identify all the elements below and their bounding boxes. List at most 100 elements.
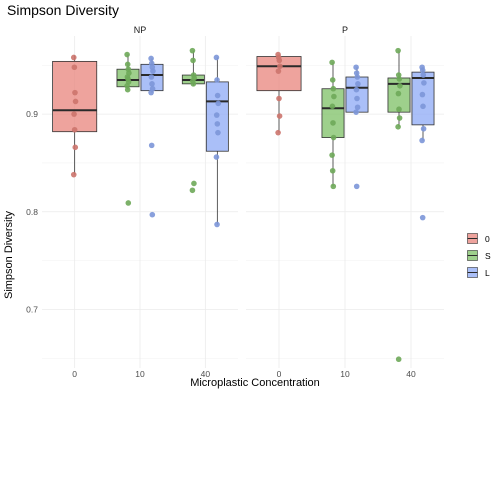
data-point — [125, 200, 132, 206]
y-axis-label: Simpson Diversity — [3, 210, 15, 299]
data-point — [189, 187, 196, 194]
data-point — [190, 57, 196, 64]
legend-item-l: L — [466, 266, 490, 279]
box-p-40-l — [411, 64, 435, 221]
legend-label: L — [485, 268, 490, 278]
data-point — [124, 61, 131, 68]
panel-strip-label: P — [342, 25, 348, 35]
data-point — [213, 154, 220, 160]
box-p-10-l — [345, 64, 369, 190]
data-point — [71, 126, 78, 133]
x-tick-label: 0 — [72, 369, 77, 379]
data-point — [215, 129, 221, 136]
data-point — [396, 76, 403, 82]
data-point — [214, 77, 220, 83]
panel-strip-label: NP — [134, 25, 147, 35]
data-point — [191, 180, 197, 187]
box-p-0-0 — [256, 51, 302, 136]
data-point — [354, 104, 361, 111]
data-point — [395, 90, 402, 97]
data-point — [420, 72, 427, 78]
data-point — [329, 103, 336, 110]
x-axis-label: Microplastic Concentration — [190, 377, 320, 389]
data-point — [354, 95, 360, 102]
data-point — [214, 92, 221, 99]
legend-item-s: S — [466, 249, 491, 262]
x-tick-label: 40 — [201, 369, 211, 379]
box-np-40-s — [181, 47, 205, 194]
data-point — [148, 89, 154, 96]
data-point — [353, 183, 360, 190]
data-point — [124, 51, 130, 58]
box-np-40-l — [205, 54, 229, 228]
data-point — [330, 183, 337, 190]
data-point — [329, 167, 336, 174]
data-point — [329, 152, 335, 158]
box-body — [411, 71, 435, 126]
data-point — [395, 356, 402, 363]
box-np-0-0 — [52, 54, 98, 178]
box-p-40-s — [387, 47, 411, 363]
data-point — [71, 111, 77, 117]
data-point — [330, 120, 336, 126]
plot-panels: NP 0 10 40 P 0 10 40 — [42, 25, 444, 379]
legend: 0 SL — [466, 232, 491, 279]
data-point — [277, 63, 283, 70]
data-point — [70, 54, 77, 61]
legend-label: S — [485, 251, 491, 261]
data-point — [396, 115, 403, 121]
data-point — [275, 129, 281, 136]
data-point — [354, 74, 361, 80]
data-point — [189, 47, 196, 54]
data-point — [420, 125, 427, 132]
data-point — [72, 98, 79, 105]
data-point — [214, 221, 220, 228]
data-point — [395, 124, 401, 130]
data-point — [330, 134, 337, 141]
data-point — [72, 144, 79, 151]
panel-np: NP 0 10 40 — [42, 25, 238, 379]
box-p-10-s — [321, 59, 345, 190]
data-point — [419, 91, 426, 98]
data-point — [419, 67, 426, 73]
data-point — [71, 64, 78, 71]
data-point — [150, 68, 156, 74]
data-point — [419, 137, 425, 144]
panel-p: P 0 10 40 — [246, 25, 444, 379]
data-point — [276, 57, 283, 64]
y-tick-label: 0.7 — [26, 304, 38, 314]
data-point — [215, 100, 222, 107]
data-point — [397, 83, 403, 89]
data-point — [149, 211, 156, 218]
data-point — [190, 81, 197, 87]
data-point — [148, 142, 155, 149]
data-point — [148, 74, 155, 80]
data-point — [355, 81, 361, 87]
data-point — [331, 93, 337, 100]
data-point — [148, 55, 154, 62]
data-point — [276, 95, 282, 102]
box-np-10-s — [116, 51, 140, 206]
data-point — [353, 64, 359, 71]
data-point — [330, 85, 337, 92]
y-axis: 0.7 0.8 0.9 — [26, 109, 38, 314]
data-point — [329, 59, 335, 66]
x-tick-label: 0 — [277, 369, 282, 379]
legend-label: 0 — [485, 234, 490, 244]
data-point — [395, 47, 401, 54]
x-tick-label: 10 — [340, 369, 350, 379]
legend-item-0: 0 — [466, 232, 490, 245]
data-point — [419, 214, 426, 221]
data-point — [124, 86, 131, 93]
box-np-10-l — [140, 55, 164, 218]
data-point — [214, 121, 221, 127]
data-point — [420, 103, 426, 110]
data-point — [72, 89, 78, 96]
data-point — [149, 81, 155, 87]
x-tick-label: 10 — [135, 369, 145, 379]
data-point — [396, 106, 402, 113]
data-point — [276, 113, 283, 119]
data-point — [70, 171, 77, 178]
data-point — [275, 68, 282, 74]
